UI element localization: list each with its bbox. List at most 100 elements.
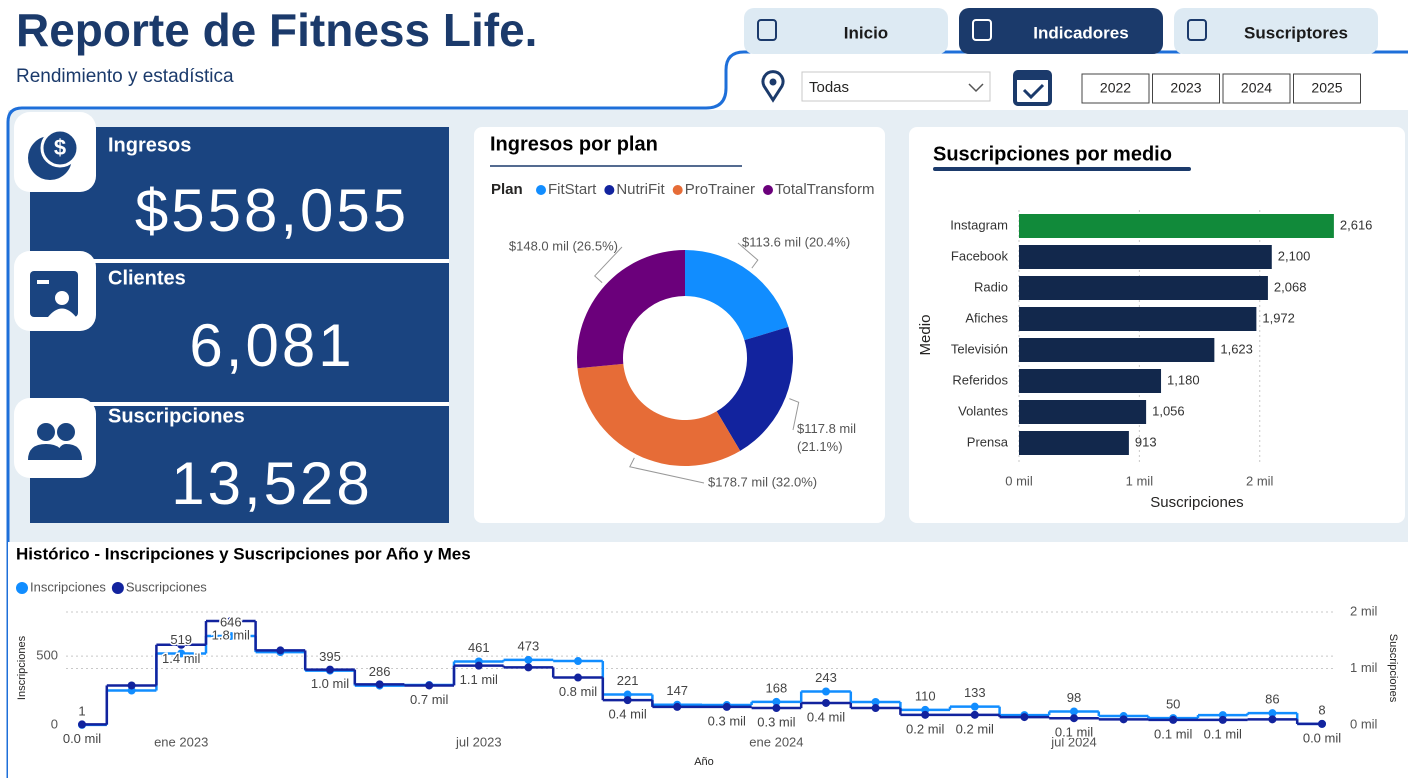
- bar: [1019, 214, 1334, 238]
- data-label: 1,972: [1262, 310, 1295, 325]
- data-label: 0.4 mil: [807, 709, 845, 724]
- data-label: 50: [1166, 697, 1180, 712]
- nav-tab[interactable]: [1174, 8, 1378, 54]
- chart-title: Ingresos por plan: [490, 133, 658, 155]
- year-button[interactable]: [1222, 73, 1291, 104]
- nav-tabs: Inicio Indicadores Suscriptores: [744, 8, 1378, 54]
- data-point: [574, 673, 582, 682]
- tab-icon: [972, 19, 992, 41]
- data-label: 0.1 mil: [1154, 726, 1192, 741]
- legend-label: ProTrainer: [685, 181, 755, 198]
- year-button[interactable]: [1081, 73, 1150, 104]
- nav-tab[interactable]: [744, 8, 948, 54]
- y-tick-label: Radio: [974, 279, 1008, 294]
- data-point: [177, 649, 186, 658]
- data-label: 1.4 mil: [162, 651, 200, 666]
- tab-icon: [757, 19, 777, 41]
- data-point: [970, 702, 979, 711]
- data-label: 519: [170, 632, 192, 647]
- legend-label: Inscripciones: [30, 579, 106, 594]
- bar: [1019, 307, 1257, 331]
- data-point: [375, 680, 384, 689]
- donut-slice: [685, 250, 789, 341]
- data-point: [822, 687, 830, 696]
- bar: [1019, 245, 1272, 269]
- tab-icon: [1187, 19, 1207, 41]
- legend-label: NutriFit: [616, 181, 665, 198]
- tab-label: Indicadores: [1033, 23, 1128, 42]
- bar: [1019, 369, 1162, 393]
- data-label: 461: [468, 640, 490, 655]
- year-label: 2025: [1311, 80, 1342, 96]
- data-point: [177, 640, 186, 649]
- x-tick-label: ene 2024: [749, 734, 803, 749]
- data-label: 0.1 mil: [1055, 725, 1093, 740]
- data-point: [623, 690, 632, 699]
- kpi-value: 13,528: [171, 450, 373, 517]
- data-point: [1268, 715, 1277, 724]
- data-label: 395: [319, 649, 341, 664]
- legend-label: TotalTransform: [775, 181, 874, 198]
- nav-tab[interactable]: [959, 8, 1163, 54]
- x-tick-label: jul 2023: [455, 734, 502, 749]
- x-tick-label: ene 2023: [154, 734, 208, 749]
- kpi-label: Clientes: [108, 267, 186, 289]
- y-axis-title: Inscripciones: [16, 635, 28, 700]
- y-axis-title: Medio: [917, 315, 934, 356]
- kpi-label: Suscripciones: [108, 405, 245, 427]
- kpi-icon: [14, 398, 96, 478]
- data-point: [871, 704, 880, 713]
- data-point: [326, 665, 334, 674]
- leader-line: [594, 246, 623, 284]
- data-point: [78, 720, 86, 729]
- page-subtitle: Rendimiento y estadística: [16, 66, 234, 87]
- kpi-value: $558,055: [135, 177, 409, 244]
- year-label: 2023: [1170, 80, 1201, 96]
- data-point: [1318, 719, 1326, 728]
- legend-swatch: [763, 185, 773, 195]
- chart-title: Suscripciones por medio: [933, 143, 1172, 165]
- data-label: 2,068: [1274, 279, 1307, 294]
- year-button[interactable]: [1152, 73, 1220, 104]
- dropdown-value: Todas: [809, 79, 849, 96]
- donut-slice: [576, 250, 685, 369]
- data-point: [871, 697, 880, 706]
- legend-label: Suscripciones: [126, 579, 207, 594]
- data-label: 8: [1318, 702, 1325, 717]
- data-label: $148.0 mil (26.5%): [509, 238, 618, 253]
- data-label: 0.2 mil: [906, 721, 944, 736]
- data-label: 1.1 mil: [460, 672, 498, 687]
- data-label: 473: [518, 638, 540, 653]
- kpi-label: Ingresos: [108, 134, 191, 156]
- data-label: 1: [78, 703, 85, 718]
- data-point: [1119, 715, 1128, 724]
- data-label: 2,616: [1340, 217, 1373, 232]
- tab-label: Inicio: [844, 23, 888, 42]
- data-label: $113.6 mil (20.4%): [742, 234, 850, 249]
- y-tick-label: Prensa: [967, 434, 1009, 449]
- kpi-panel: [30, 127, 449, 523]
- data-label: 1,056: [1152, 403, 1185, 418]
- kpi-icon: $: [14, 112, 96, 192]
- data-point: [474, 661, 483, 670]
- year-button[interactable]: [1293, 73, 1361, 104]
- data-point: [772, 697, 781, 706]
- data-label: 0.3 mil: [708, 713, 746, 728]
- data-point: [673, 702, 682, 711]
- data-point: [127, 681, 136, 690]
- y-tick-label: 0: [51, 716, 58, 731]
- data-label: 0.8 mil: [559, 684, 597, 699]
- data-label: 0.4 mil: [608, 707, 646, 722]
- x-tick-label: 0 mil: [1005, 473, 1033, 488]
- legend-swatch: [604, 185, 615, 195]
- donut-slice: [577, 363, 741, 467]
- data-point: [1070, 714, 1078, 723]
- data-label: 1,180: [1167, 372, 1200, 387]
- data-label: 0.3 mil: [757, 714, 795, 729]
- y-tick-label: Facebook: [951, 248, 1009, 263]
- data-label: 0.7 mil: [410, 692, 448, 707]
- data-point: [921, 710, 930, 719]
- location-dropdown[interactable]: [801, 71, 991, 102]
- data-label: 286: [369, 664, 391, 679]
- legend-swatch: [16, 582, 28, 594]
